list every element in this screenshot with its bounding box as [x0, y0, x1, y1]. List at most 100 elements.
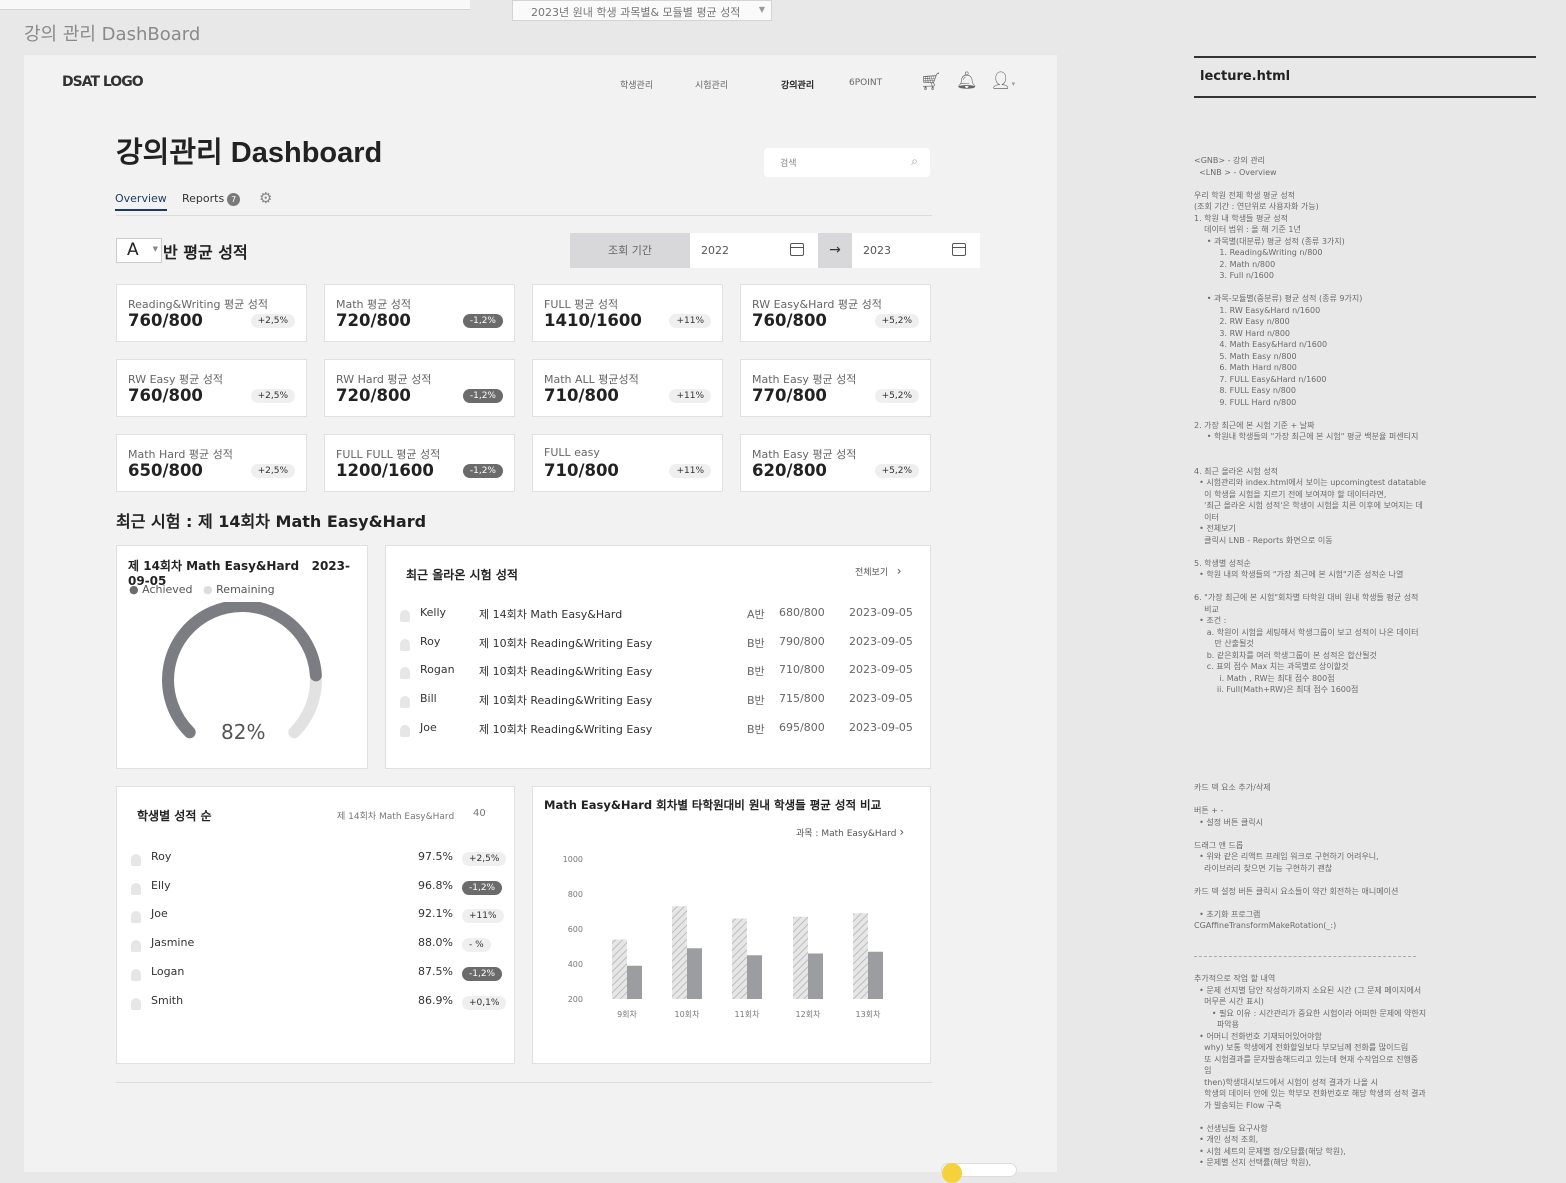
row-exam: 제 10회차 Reading&Writing Easy [479, 665, 653, 679]
avatar [131, 940, 141, 953]
period-from-input[interactable]: 2022 [701, 244, 729, 257]
student-delta-badge: +11% [462, 909, 504, 924]
card-title: Math ALL 평균성적 [544, 373, 639, 386]
class-average-title: 반 평균 성적 [163, 243, 248, 262]
student-percent: 92.1% [418, 907, 453, 921]
view-all-link[interactable]: 전체보기 › [855, 564, 902, 578]
class-select[interactable]: A ▼ [116, 238, 162, 263]
chart-select-dropdown[interactable]: 2023년 원내 학생 과목별& 모듈별 평균 성적 ▼ [512, 0, 772, 21]
period-filter: 조회 기간 2022 → 2023 [570, 233, 980, 268]
logo[interactable]: DSAT LOGO [62, 74, 144, 90]
card-delta-badge: +5,2% [874, 314, 919, 328]
period-to-input[interactable]: 2023 [863, 244, 891, 257]
student-delta-badge: -1,2% [462, 966, 503, 981]
student-name: Logan [151, 964, 185, 978]
card-value: 760/800 [128, 386, 203, 405]
score-card[interactable]: Reading&Writing 평균 성적 760/800 +2,5% [116, 284, 307, 342]
card-delta-badge: +2,5% [250, 314, 295, 328]
card-value: 770/800 [752, 386, 827, 405]
card-title: Math Easy 평균 성적 [752, 373, 857, 386]
avatar [131, 968, 141, 981]
row-date: 2023-09-05 [849, 634, 913, 648]
score-card[interactable]: Math Hard 평균 성적 650/800 +2,5% [116, 434, 307, 492]
bell-icon[interactable]: 🔔︎ [956, 71, 978, 91]
bar-our-academy [747, 955, 762, 999]
student-name: Smith [151, 993, 184, 1007]
tab-overview[interactable]: Overview [115, 192, 167, 211]
list-item[interactable]: Joe 92.1% +11% [117, 907, 516, 927]
avatar [131, 882, 141, 895]
row-score: 695/800 [779, 720, 825, 734]
note-text-todo: 추가적으로 작업 할 내역 • 문제 선지별 답안 작성하기까지 소요된 시간 … [1194, 974, 1427, 1167]
note-rule-top [1194, 56, 1536, 58]
cart-icon[interactable]: 🛒︎ [920, 72, 942, 92]
list-item[interactable]: Logan 87.5% -1,2% [117, 965, 516, 985]
note-text-cards: 카드 덱 요소 추가/삭제 버튼 + - • 설정 버튼 클릭시 드래그 앤 드… [1194, 783, 1399, 930]
list-item[interactable]: Jasmine 88.0% - % [117, 936, 516, 956]
row-class: B반 [747, 722, 765, 736]
tab-reports[interactable]: Reports 7 [182, 192, 241, 206]
list-item[interactable]: Smith 86.9% +0,1% [117, 994, 516, 1014]
score-card[interactable]: RW Hard 평균 성적 720/800 -1,2% [324, 359, 515, 417]
subject-filter[interactable]: 과목 : Math Easy&Hard › [796, 825, 904, 839]
calendar-icon[interactable] [952, 243, 966, 256]
chevron-right-icon: › [899, 825, 905, 839]
score-card[interactable]: RW Easy&Hard 평균 성적 760/800 +5,2% [740, 284, 931, 342]
table-row[interactable]: Rogan 제 10회차 Reading&Writing Easy B반 710/80… [386, 663, 932, 683]
calendar-icon[interactable] [790, 243, 804, 256]
table-row[interactable]: Roy 제 10회차 Reading&Writing Easy B반 790/800 2… [386, 635, 932, 655]
search-icon[interactable]: ⌕ [911, 154, 918, 168]
gauge-card: 제 14회차 Math Easy&Hard 2023-09-05 ● Achie… [116, 545, 368, 769]
bar-our-academy [627, 965, 642, 999]
gnb-item-lectures[interactable]: 강의관리 [781, 81, 815, 91]
student-name: Joe [151, 907, 168, 921]
card-value: 620/800 [752, 461, 827, 480]
gnb-item-exams[interactable]: 시험관리 [695, 81, 729, 91]
score-card[interactable]: FULL easy 710/800 +11% [532, 434, 723, 492]
score-card[interactable]: Math ALL 평균성적 710/800 +11% [532, 359, 723, 417]
bar-our-academy [687, 948, 702, 999]
x-tick-label: 11회차 [735, 1010, 761, 1019]
card-delta-badge: +11% [669, 389, 711, 403]
gnb-item-6point[interactable]: 6POINT [849, 78, 883, 88]
list-item[interactable]: Roy 97.5% +2,5% [117, 850, 516, 870]
row-name: Roy [420, 634, 441, 648]
gear-icon[interactable]: ⚙ [259, 189, 273, 207]
gauge-exam-name: 제 14회차 Math Easy&Hard [128, 559, 300, 573]
search-input[interactable]: 검색 ⌕ [764, 148, 930, 177]
table-row[interactable]: Joe 제 10회차 Reading&Writing Easy B반 695/800 2… [386, 721, 932, 741]
score-card[interactable]: Math 평균 성적 720/800 -1,2% [324, 284, 515, 342]
y-tick-label: 800 [568, 890, 583, 899]
table-row[interactable]: Bill 제 10회차 Reading&Writing Easy B반 715/800… [386, 692, 932, 712]
card-value: 1200/1600 [336, 461, 434, 480]
x-tick-label: 10회차 [675, 1010, 701, 1019]
row-score: 680/800 [779, 606, 825, 619]
user-icon[interactable]: 👤︎▾ [990, 71, 1016, 91]
card-title: FULL 평균 성적 [544, 298, 619, 311]
score-card[interactable]: FULL 평균 성적 1410/1600 +11% [532, 284, 723, 342]
score-card[interactable]: FULL FULL 평균 성적 1200/1600 -1,2% [324, 434, 515, 492]
card-delta-badge: +11% [669, 464, 711, 478]
card-value: 720/800 [336, 386, 411, 405]
score-card[interactable]: Math Easy 평균 성적 770/800 +5,2% [740, 359, 931, 417]
score-card[interactable]: Math Easy 평균 성적 620/800 +5,2% [740, 434, 931, 492]
row-exam: 제 10회차 Reading&Writing Easy [479, 636, 653, 650]
bar-other-academy [672, 906, 687, 999]
card-delta-badge: +5,2% [874, 464, 919, 478]
list-item[interactable]: Elly 96.8% -1,2% [117, 879, 516, 899]
card-title: RW Easy 평균 성적 [128, 373, 223, 386]
student-percent: 96.8% [418, 878, 453, 892]
card-delta-badge: -1,2% [462, 464, 503, 478]
floating-toggle[interactable] [941, 1163, 1017, 1183]
student-percent: 86.9% [418, 993, 453, 1007]
gnb-item-students[interactable]: 학생관리 [620, 81, 654, 91]
tab-reports-label: Reports [182, 192, 225, 205]
bar-other-academy [853, 913, 868, 999]
score-card[interactable]: RW Easy 평균 성적 760/800 +2,5% [116, 359, 307, 417]
dot-icon: ● [129, 583, 139, 596]
table-row[interactable]: Kelly 제 14회차 Math Easy&Hard A반 680/800 2023-… [386, 606, 932, 626]
row-name: Joe [420, 720, 437, 734]
recent-exam-heading: 최근 시험 : 제 14회차 Math Easy&Hard [116, 512, 427, 531]
student-name: Elly [151, 878, 171, 892]
compare-title: Math Easy&Hard 회차별 타학원대비 원내 학생들 평균 성적 비교 [544, 798, 882, 812]
